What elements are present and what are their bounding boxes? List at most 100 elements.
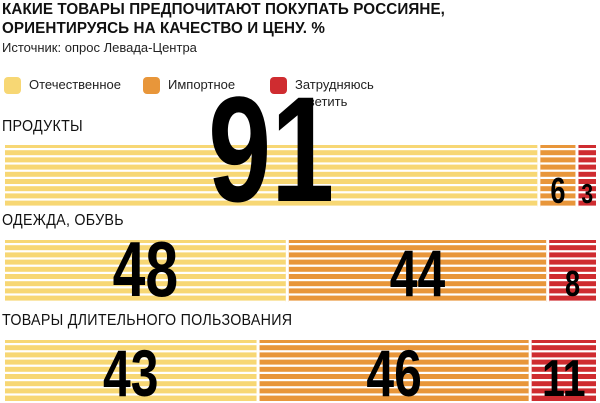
legend-label-unsure: Затрудняюсь ответить xyxy=(295,77,374,109)
bar-stripe xyxy=(5,191,538,194)
bar-stripe xyxy=(259,393,529,396)
bar-stripe xyxy=(5,243,286,246)
value-label-products-domestic: 91 xyxy=(208,65,334,233)
value-label-durables-unsure: 11 xyxy=(542,350,586,403)
bar-stripe xyxy=(531,379,596,382)
bar-stripe xyxy=(540,198,576,201)
bar-stripe xyxy=(288,293,547,296)
value-label-durables-domestic: 43 xyxy=(103,336,158,403)
bar-stripe xyxy=(531,386,596,389)
bar-stripe xyxy=(578,155,596,158)
bar-stripe xyxy=(5,286,286,289)
bar-stripe xyxy=(288,286,547,289)
bar-stripe xyxy=(288,300,547,303)
bar-stripe xyxy=(5,169,538,172)
chart-title: КАКИЕ ТОВАРЫ ПРЕДПОЧИТАЮТ ПОКУПАТЬ РОССИ… xyxy=(2,0,445,38)
bar-stripe xyxy=(5,393,257,396)
bar-stripe xyxy=(5,300,286,303)
bar-stripe xyxy=(5,350,257,353)
bar-stripe xyxy=(531,393,596,396)
bar-stripe xyxy=(5,184,538,187)
bar-durables-unsure xyxy=(531,340,596,401)
bar-stripe xyxy=(540,162,576,165)
bar-stripe xyxy=(5,343,257,346)
bar-stripe xyxy=(531,343,596,346)
bar-stripe xyxy=(5,250,286,253)
bar-stripe xyxy=(531,357,596,360)
bar-stripe xyxy=(549,257,596,260)
bar-stripe xyxy=(259,371,529,374)
chart-source: Источник: опрос Левада-Центра xyxy=(2,40,197,55)
bar-durables-domestic xyxy=(5,340,257,401)
bar-stripe xyxy=(540,169,576,172)
legend: Отечественное Импортное Затрудняюсь отве… xyxy=(0,0,600,120)
bar-stripe xyxy=(549,279,596,282)
value-label-clothing-domestic: 48 xyxy=(113,225,179,313)
bar-stripe xyxy=(540,205,576,208)
bar-stripe xyxy=(578,162,596,165)
bar-stripe xyxy=(259,364,529,367)
bar-stripe xyxy=(578,191,596,194)
bar-stripe xyxy=(259,343,529,346)
category-label-clothing: ОДЕЖДА, ОБУВЬ xyxy=(2,212,124,229)
value-label-clothing-unsure: 8 xyxy=(565,263,580,304)
bar-stripe xyxy=(5,205,538,208)
bar-stripe xyxy=(549,250,596,253)
bar-stripe xyxy=(288,243,547,246)
bar-stripe xyxy=(288,264,547,267)
bar-stripe xyxy=(5,364,257,367)
bar-stripe xyxy=(5,155,538,158)
legend-label-domestic: Отечественное xyxy=(29,77,121,92)
chart-title-line-1: КАКИЕ ТОВАРЫ ПРЕДПОЧИТАЮТ ПОКУПАТЬ РОССИ… xyxy=(2,1,446,18)
legend-label-imported: Импортное xyxy=(168,77,236,92)
bar-stripe xyxy=(578,184,596,187)
bar-stripe xyxy=(288,257,547,260)
bar-stripe xyxy=(549,243,596,246)
bar-stripe xyxy=(540,176,576,179)
bar-stripe xyxy=(5,162,538,165)
bar-stripe xyxy=(540,155,576,158)
value-label-products-unsure: 3 xyxy=(581,178,593,209)
bar-stripe xyxy=(288,279,547,282)
bar-durables-imported xyxy=(259,340,529,401)
legend-item-unsure: Затрудняюсь ответить xyxy=(270,76,405,110)
bar-stripe xyxy=(259,386,529,389)
bar-stripe xyxy=(5,271,286,274)
bar-stripe xyxy=(578,176,596,179)
bar-stripe xyxy=(540,184,576,187)
bar-stripe xyxy=(5,148,538,151)
bar-stripe xyxy=(549,293,596,296)
bar-stripe xyxy=(5,386,257,389)
bar-stripe xyxy=(5,371,257,374)
bar-stripe xyxy=(5,176,538,179)
bar-stripe xyxy=(549,264,596,267)
bar-stripe xyxy=(540,191,576,194)
bar-stripe xyxy=(259,350,529,353)
bar-stripe xyxy=(5,198,538,201)
bar-stripe xyxy=(5,379,257,382)
bar-stripe xyxy=(288,271,547,274)
value-label-durables-imported: 46 xyxy=(366,336,421,403)
bar-stripe xyxy=(259,357,529,360)
bar-stripe xyxy=(531,364,596,367)
legend-item-domestic: Отечественное xyxy=(4,76,121,94)
bar-stripe xyxy=(549,271,596,274)
chart-title-line-2: ОРИЕНТИРУЯСЬ НА КАЧЕСТВО И ЦЕНУ. % xyxy=(2,20,326,37)
bar-stripe xyxy=(540,148,576,151)
bar-stripe xyxy=(531,350,596,353)
bar-stripe xyxy=(578,205,596,208)
category-label-durables: ТОВАРЫ ДЛИТЕЛЬНОГО ПОЛЬЗОВАНИЯ xyxy=(2,312,293,329)
bar-stripe xyxy=(288,250,547,253)
bar-stripe xyxy=(5,257,286,260)
bar-stripe xyxy=(5,357,257,360)
bar-stripe xyxy=(578,198,596,201)
bar-stripe xyxy=(531,371,596,374)
legend-swatch-imported xyxy=(143,77,160,94)
bar-stripe xyxy=(549,300,596,303)
bar-stripe xyxy=(549,286,596,289)
category-label-products: ПРОДУКТЫ xyxy=(2,118,83,135)
bar-stripe xyxy=(5,264,286,267)
bar-stripe xyxy=(578,169,596,172)
legend-item-imported: Импортное xyxy=(143,76,235,94)
